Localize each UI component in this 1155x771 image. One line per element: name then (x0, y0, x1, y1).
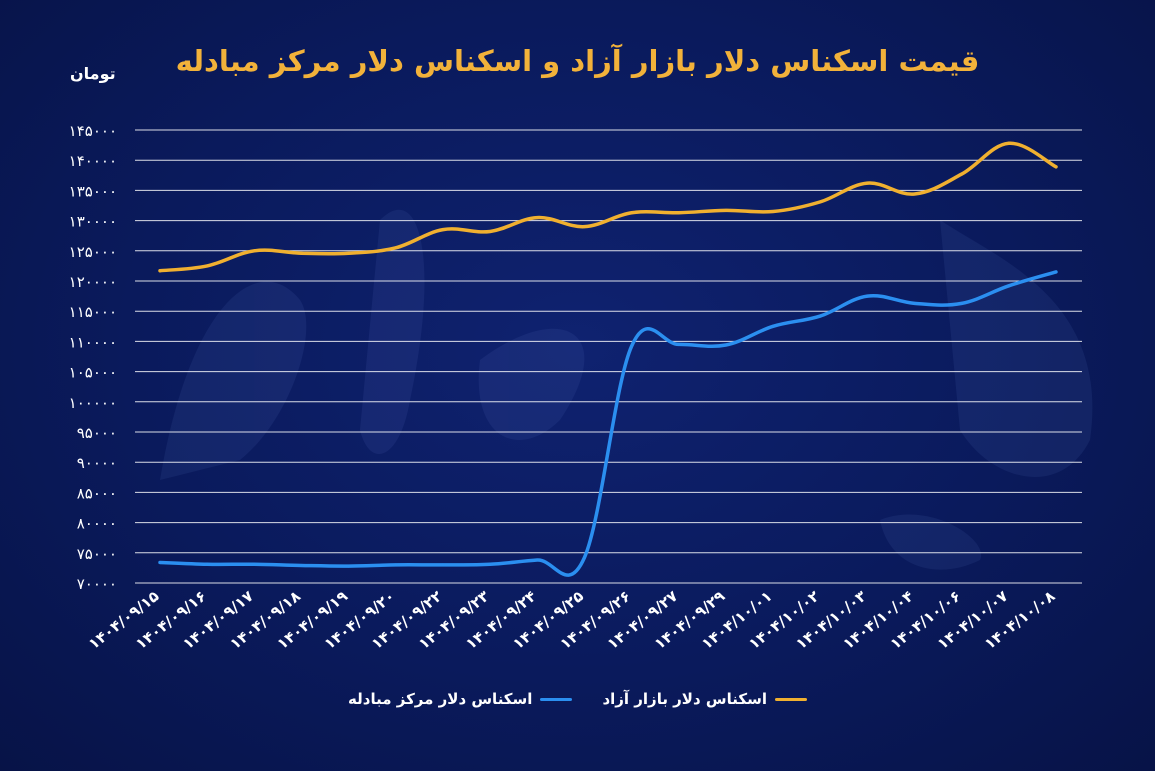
data-point-free-market (630, 211, 634, 215)
y-tick-label: ۹۵۰۰۰ (77, 424, 117, 442)
data-point-free-market (441, 228, 445, 232)
data-point-exchange-center (394, 563, 398, 567)
data-point-exchange-center (582, 556, 586, 560)
data-point-free-market (252, 249, 256, 253)
data-point-free-market (724, 208, 728, 212)
data-point-exchange-center (913, 301, 917, 305)
legend-item-free-market: اسکناس دلار بازار آزاد (602, 690, 807, 708)
data-point-free-market (1007, 141, 1011, 145)
legend-swatch-free-market (774, 697, 807, 701)
data-point-free-market (771, 210, 775, 214)
data-point-free-market (677, 211, 681, 215)
y-tick-label: ۸۵۰۰۰ (77, 484, 117, 502)
data-point-exchange-center (441, 563, 445, 567)
data-point-exchange-center (818, 314, 822, 318)
data-point-exchange-center (1054, 270, 1058, 274)
legend-label-free-market: اسکناس دلار بازار آزاد (602, 690, 767, 708)
data-point-exchange-center (488, 562, 492, 566)
y-tick-label: ۱۳۵۰۰۰ (69, 182, 117, 200)
data-point-exchange-center (960, 301, 964, 305)
data-point-free-market (1054, 165, 1058, 169)
data-point-free-market (865, 181, 869, 185)
y-tick-label: ۷۰۰۰۰ (77, 575, 117, 593)
data-point-exchange-center (630, 344, 634, 348)
y-tick-label: ۱۴۰۰۰۰ (69, 152, 117, 170)
y-tick-label: ۱۴۵۰۰۰ (69, 122, 117, 140)
data-point-free-market (535, 216, 539, 220)
data-point-free-market (299, 251, 303, 255)
legend-label-exchange-center: اسکناس دلار مرکز مبادله (348, 690, 533, 708)
y-tick-label: ۹۰۰۰۰ (77, 454, 117, 472)
y-tick-label: ۱۲۵۰۰۰ (69, 243, 117, 261)
data-point-free-market (394, 246, 398, 250)
y-tick-label: ۷۵۰۰۰ (77, 545, 117, 563)
y-tick-label: ۱۲۰۰۰۰ (69, 273, 117, 291)
data-point-free-market (205, 264, 209, 268)
y-tick-label: ۱۱۵۰۰۰ (69, 303, 117, 321)
y-tick-label: ۸۰۰۰۰ (77, 515, 117, 533)
data-point-free-market (960, 172, 964, 176)
legend-swatch-exchange-center (540, 697, 573, 701)
data-point-exchange-center (535, 558, 539, 562)
watermark-logo (160, 209, 1093, 570)
chart-legend: اسکناس دلار بازار آزاد اسکناس دلار مرکز … (0, 690, 1155, 708)
chart-title: قیمت اسکناس دلار بازار آزاد و اسکناس دلا… (175, 44, 980, 78)
data-point-free-market (347, 251, 351, 255)
data-point-exchange-center (724, 343, 728, 347)
data-point-exchange-center (677, 342, 681, 346)
y-axis-unit-label: تومان (70, 64, 116, 83)
y-tick-label: ۱۳۰۰۰۰ (69, 213, 117, 231)
data-point-free-market (158, 269, 162, 273)
data-point-exchange-center (1007, 284, 1011, 288)
legend-item-exchange-center: اسکناس دلار مرکز مبادله (348, 690, 573, 708)
data-point-free-market (818, 200, 822, 204)
y-tick-label: ۱۰۵۰۰۰ (69, 364, 117, 382)
data-point-exchange-center (205, 562, 209, 566)
y-tick-label: ۱۱۰۰۰۰ (69, 333, 117, 351)
y-tick-label: ۱۰۰۰۰۰ (69, 394, 117, 412)
series-line-exchange-center (158, 270, 1058, 577)
data-point-exchange-center (299, 563, 303, 567)
data-point-free-market (488, 229, 492, 233)
data-point-exchange-center (252, 562, 256, 566)
data-point-free-market (913, 192, 917, 196)
series-line-free-market (158, 141, 1058, 273)
data-point-exchange-center (771, 324, 775, 328)
data-point-exchange-center (865, 294, 869, 298)
data-point-exchange-center (347, 564, 351, 568)
data-point-exchange-center (158, 560, 162, 564)
data-point-free-market (582, 225, 586, 229)
